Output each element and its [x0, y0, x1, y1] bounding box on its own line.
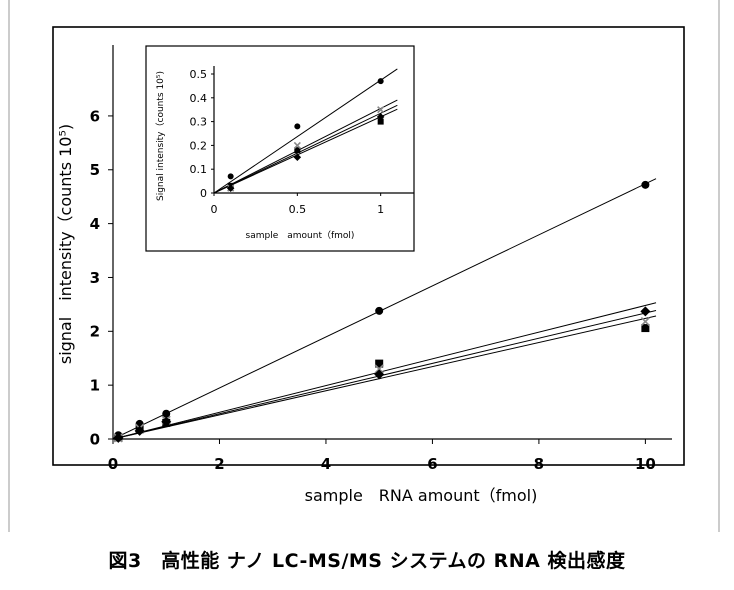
x-tick-label: 0.5 [289, 203, 307, 216]
data-point [134, 425, 145, 436]
data-point [375, 306, 384, 315]
fit-line [112, 302, 657, 440]
data-point [376, 113, 385, 121]
data-point [377, 78, 384, 85]
data-point [374, 364, 384, 374]
figure-caption: 図3 高性能 ナノ LC-MS/MS システムの RNA 検出感度 [108, 550, 626, 572]
data-point [377, 106, 385, 114]
fit-line [213, 68, 398, 194]
data-point [161, 416, 172, 427]
data-point [377, 118, 384, 125]
data-point [374, 369, 385, 380]
data-point [294, 147, 301, 154]
y-tick-label: 2 [90, 323, 100, 341]
data-point [641, 180, 650, 189]
data-point [641, 324, 650, 333]
fit-line [112, 315, 657, 440]
y-tick-label: 0.2 [190, 139, 208, 152]
data-point [162, 409, 171, 418]
data-point [375, 359, 384, 368]
fit-line [112, 178, 657, 440]
data-point [294, 123, 301, 130]
data-point [640, 306, 651, 317]
x-tick-label: 8 [534, 455, 544, 473]
x-tick-label: 10 [635, 455, 656, 473]
inset-chart: 0 0.5 1 0 0.1 0.2 0.3 0.4 0.5 sample amount（fmol)… [145, 45, 415, 252]
y-tick-label: 4 [90, 215, 100, 233]
x-tick-label: 1 [377, 203, 384, 216]
y-tick-label: 0 [90, 430, 100, 448]
x-axis-label: sample RNA amount（fmol) [305, 486, 538, 505]
x-tick-label: 4 [321, 455, 331, 473]
y-tick-label: 5 [90, 161, 100, 179]
data-point [226, 184, 235, 192]
y-tick-label: 0.3 [190, 116, 208, 129]
y-tick-label: 0 [200, 187, 207, 200]
fit-line [112, 309, 657, 440]
data-point [227, 173, 234, 180]
x-tick-label: 2 [214, 455, 224, 473]
y-tick-label: 0.1 [190, 163, 208, 176]
y-tick-label: 0.4 [190, 92, 208, 105]
y-tick-label: 1 [90, 377, 100, 395]
fit-line [213, 104, 398, 194]
x-axis-label: sample amount（fmol) [246, 230, 355, 241]
x-tick-label: 0 [108, 455, 118, 473]
x-tick-label: 0 [211, 203, 218, 216]
data-point [113, 432, 124, 443]
y-tick-label: 3 [90, 269, 100, 287]
data-point [293, 141, 301, 149]
y-axis-label: Signal intensity（counts 10⁵) [155, 71, 166, 201]
y-axis-label: signal intensity（counts 10⁵) [56, 124, 75, 364]
fit-line [213, 108, 398, 194]
data-point [293, 153, 302, 162]
y-tick-label: 0.5 [190, 68, 208, 81]
fit-line [213, 99, 398, 194]
x-tick-label: 6 [427, 455, 437, 473]
y-tick-label: 6 [90, 107, 100, 125]
data-point [640, 317, 650, 327]
